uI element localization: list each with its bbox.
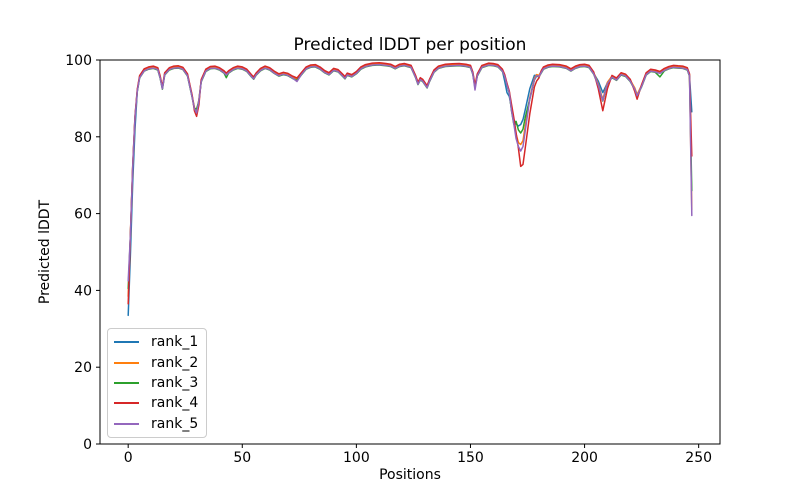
x-tick-label: 50 [233,450,251,466]
y-tick-label: 40 [74,283,92,299]
legend-line-icon [114,381,139,384]
legend-line-icon [114,341,139,344]
legend-item-rank_5: rank_5 [108,417,206,431]
y-tick-label: 60 [74,207,92,223]
legend-line-icon [114,361,139,364]
legend-item-rank_4: rank_4 [108,396,206,410]
x-tick-label: 200 [571,450,598,466]
legend: rank_1 rank_2 rank_3 rank_4 rank_5 [107,328,207,438]
plot-frame [99,59,721,445]
series-line-rank_1 [127,63,693,317]
legend-label: rank_4 [151,395,199,412]
legend-item-rank_1: rank_1 [108,335,206,349]
series-line-rank_4 [127,61,693,305]
chart-title: Predicted lDDT per position [293,35,527,55]
y-tick-label: 20 [74,360,92,376]
series-line-rank_2 [127,62,693,297]
legend-label: rank_1 [151,334,199,351]
y-tick-label: 0 [83,437,92,453]
x-tick-label: 0 [124,450,133,466]
x-tick-label: 100 [343,450,370,466]
legend-label: rank_5 [151,415,199,432]
y-tick-label: 100 [65,53,92,69]
legend-item-rank_3: rank_3 [108,376,206,390]
legend-item-rank_2: rank_2 [108,356,206,370]
y-tick-label: 80 [74,130,92,146]
series-line-rank_3 [127,64,693,290]
legend-line-icon [114,422,139,425]
x-tick-label: 150 [457,450,484,466]
legend-line-icon [114,402,139,405]
series-line-rank_5 [127,63,693,282]
legend-label: rank_2 [151,354,199,371]
x-axis-label: Positions [379,467,441,483]
x-tick-label: 250 [685,450,712,466]
y-axis-label: Predicted lDDT [37,199,53,305]
legend-label: rank_3 [151,374,199,391]
